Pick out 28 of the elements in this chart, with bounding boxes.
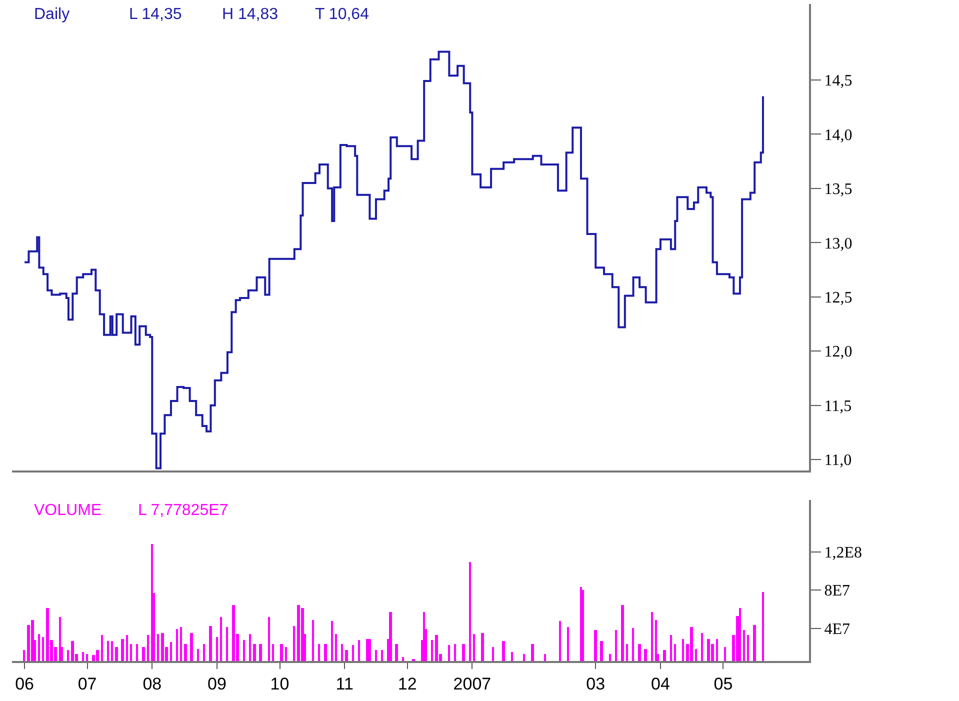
y-tick-label: 14,5 xyxy=(824,72,852,90)
y-tick-label: 12,5 xyxy=(824,290,852,306)
x-tick-label: 03 xyxy=(586,674,606,694)
annotation: L 7,77825E7 xyxy=(138,502,228,519)
x-tick-label: 10 xyxy=(270,674,290,694)
y-tick-label: 12,0 xyxy=(824,344,852,361)
y-tick-label: 13,5 xyxy=(824,181,852,198)
chart-title: Daily xyxy=(34,6,70,23)
x-tick-label: 05 xyxy=(714,674,733,694)
y-tick-label: 11,0 xyxy=(824,452,852,470)
x-tick-label: 11 xyxy=(336,674,354,694)
annotation: T 10,64 xyxy=(315,6,370,23)
y-tick-label: 11,5 xyxy=(824,398,852,415)
x-tick-label: 06 xyxy=(15,674,34,694)
annotation: H 14,83 xyxy=(222,6,278,23)
y-tick-label: 14,0 xyxy=(824,126,852,144)
y-tick-label: 4E7 xyxy=(824,621,850,638)
x-tick-label: 2007 xyxy=(453,674,492,694)
x-tick-label: 12 xyxy=(398,674,417,694)
chart-title: VOLUME xyxy=(34,502,102,519)
x-tick-label: 04 xyxy=(651,674,670,694)
x-tick-label: 08 xyxy=(142,674,162,694)
y-tick-label: 1,2E8 xyxy=(824,544,862,562)
annotation: L 14,35 xyxy=(129,6,182,23)
y-tick-label: 8E7 xyxy=(824,582,850,600)
y-tick-label: 13,0 xyxy=(824,235,852,252)
x-tick-label: 07 xyxy=(78,674,97,694)
x-tick-label: 09 xyxy=(208,674,226,694)
